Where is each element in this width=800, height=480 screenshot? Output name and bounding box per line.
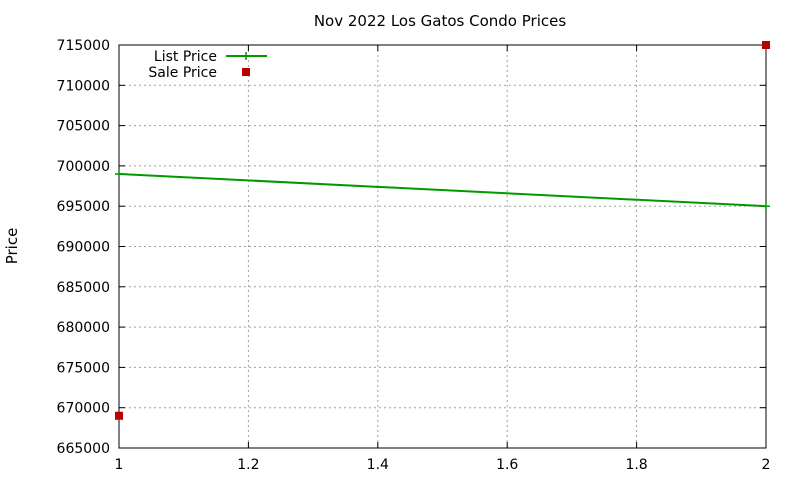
- series-line: [118, 172, 767, 208]
- y-tick-label: 675000: [57, 360, 110, 376]
- x-tick-label: 1.6: [496, 457, 518, 473]
- plot-border: [118, 44, 767, 449]
- y-axis-label: Price: [3, 228, 21, 265]
- series-list-price: [115, 169, 770, 211]
- chart-title: Nov 2022 Los Gatos Condo Prices: [314, 12, 567, 30]
- x-tick-label: 1.8: [625, 457, 647, 473]
- y-tick-label: 690000: [57, 240, 110, 256]
- y-tick-label: 680000: [57, 320, 110, 336]
- legend-label: Sale Price: [148, 65, 217, 81]
- series-layer: [115, 41, 770, 420]
- data-point: [115, 411, 123, 420]
- grid: [119, 45, 766, 448]
- y-tick-label: 685000: [57, 280, 110, 296]
- x-tick-label: 2: [762, 457, 771, 473]
- y-tick-label: 715000: [57, 38, 110, 54]
- y-tick-label: 700000: [57, 159, 110, 175]
- x-tick-label: 1.2: [237, 457, 259, 473]
- y-tick-label: 710000: [57, 78, 110, 94]
- x-tick-label: 1.4: [367, 457, 389, 473]
- data-point: [762, 202, 770, 211]
- series-sale-price: [115, 41, 770, 420]
- data-point: [762, 41, 770, 49]
- y-tick-label: 670000: [57, 401, 110, 417]
- y-tick-label: 705000: [57, 119, 110, 135]
- legend-label: List Price: [154, 49, 217, 65]
- legend-swatch-marker: [242, 68, 250, 76]
- legend-swatch-marker: [242, 52, 250, 60]
- axis-ticks: 1 1.2 1.4 1.6 1.8 2 665000 670000 675000 680000 68…: [57, 38, 771, 473]
- y-tick-label: 665000: [57, 441, 110, 457]
- y-tick-label: 695000: [57, 199, 110, 215]
- data-point: [115, 169, 123, 178]
- x-tick-label: 1: [115, 457, 124, 473]
